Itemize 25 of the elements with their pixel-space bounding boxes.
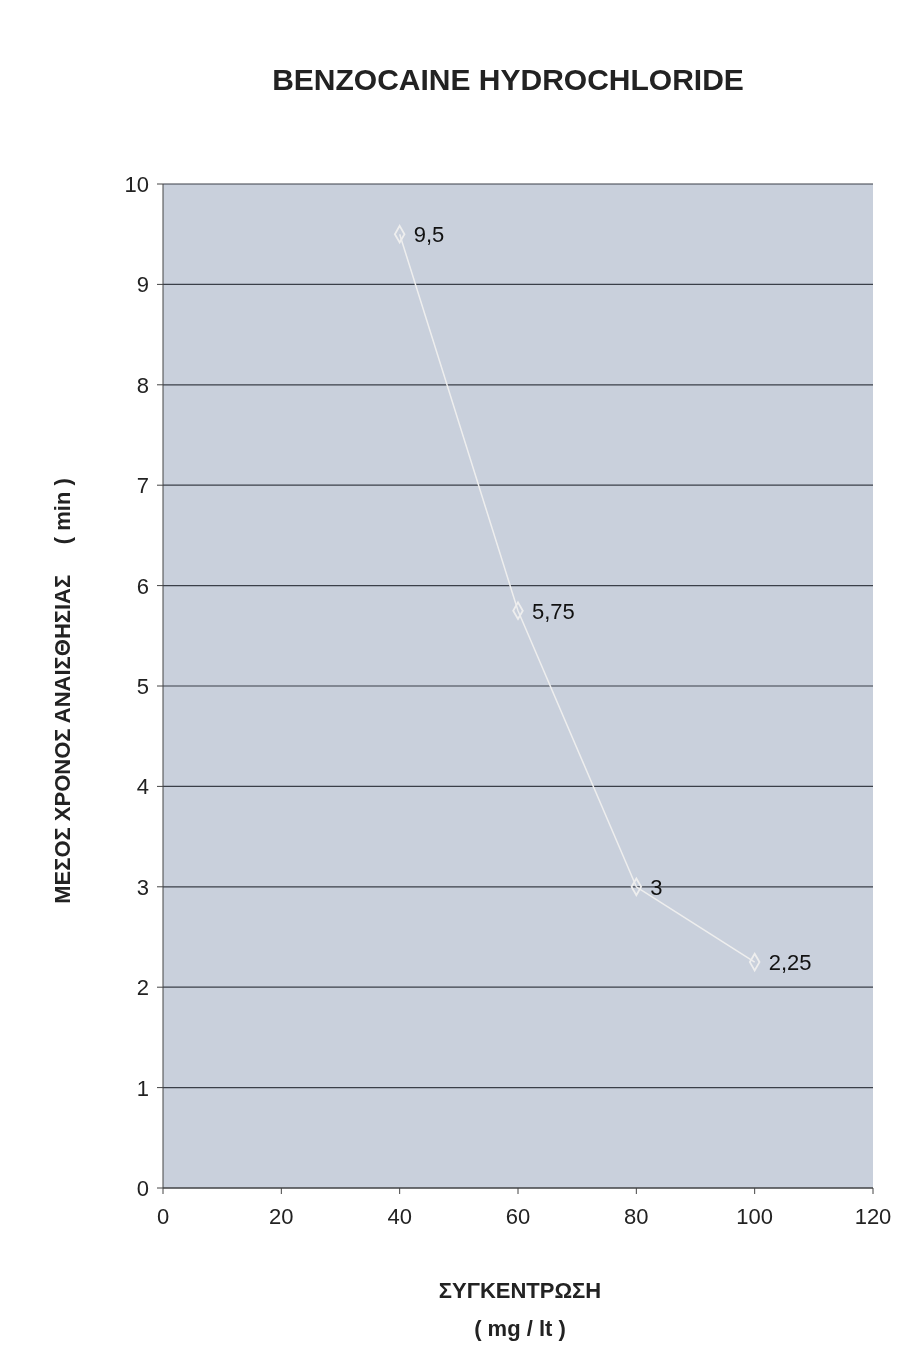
y-tick-label: 2 xyxy=(136,975,149,1001)
y-tick-label: 1 xyxy=(136,1075,149,1101)
data-label: 5,75 xyxy=(532,598,575,624)
y-tick-label: 9 xyxy=(136,272,149,298)
x-tick-label: 80 xyxy=(624,1204,649,1229)
y-tick-label: 10 xyxy=(124,172,149,197)
x-tick-label: 120 xyxy=(854,1204,892,1229)
x-tick-label: 60 xyxy=(505,1204,531,1229)
x-tick-label: 100 xyxy=(736,1204,774,1229)
y-tick-label: 3 xyxy=(136,874,149,900)
x-tick-label: 40 xyxy=(387,1204,412,1229)
data-label: 9,5 xyxy=(413,222,445,248)
x-axis-title: ΣΥΓΚΕΝΤΡΩΣΗ ( mg / lt ) xyxy=(438,1278,602,1341)
x-tick-label: 20 xyxy=(269,1204,294,1229)
y-axis-title: ΜΕΣΟΣ ΧΡΟΝΟΣ ΑΝΑΙΣΘΗΣΙΑΣ ( min ) xyxy=(50,478,75,904)
y-tick-label: 4 xyxy=(136,774,149,800)
chart-title: BENZOCAINE HYDROCHLORIDE xyxy=(272,63,744,96)
y-tick-label: 0 xyxy=(136,1176,149,1201)
data-label: 2,25 xyxy=(768,950,812,976)
y-tick-label: 8 xyxy=(136,372,149,398)
x-tick-label: 0 xyxy=(156,1204,170,1229)
y-tick-label: 7 xyxy=(136,473,149,499)
y-tick-label: 6 xyxy=(136,573,149,599)
data-label: 3 xyxy=(650,874,663,900)
y-tick-label: 5 xyxy=(136,674,149,699)
